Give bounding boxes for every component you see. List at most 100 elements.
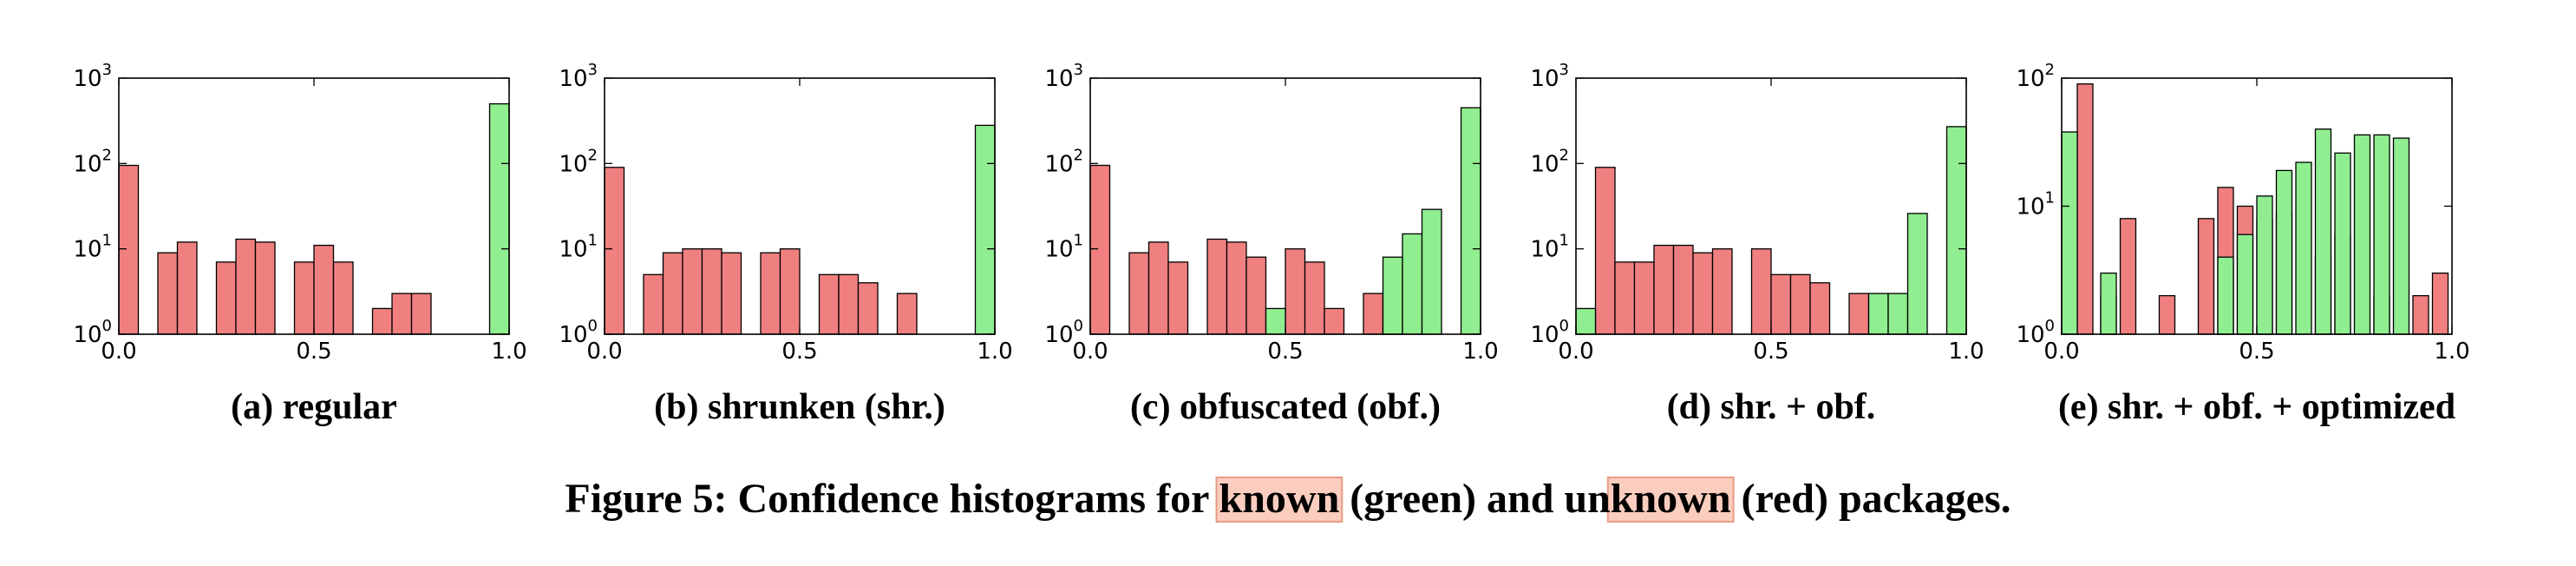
panel-caption: (c) obfuscated (obf.) bbox=[1130, 387, 1441, 427]
y-tick-exponent: 0 bbox=[102, 317, 112, 335]
unknown-bar bbox=[1089, 164, 1111, 335]
panel-caption: (a) regular bbox=[231, 387, 397, 427]
y-tick-exponent: 2 bbox=[2045, 61, 2055, 79]
known-bar bbox=[1265, 307, 1286, 335]
y-tick-base: 10 bbox=[1530, 66, 1559, 92]
unknown-bar bbox=[1246, 256, 1267, 335]
y-tick-exponent: 3 bbox=[102, 61, 112, 79]
y-tick-label: 102 bbox=[559, 146, 598, 177]
y-tick-exponent: 2 bbox=[1074, 146, 1083, 164]
y-tick-label: 100 bbox=[1044, 317, 1083, 348]
known-bar bbox=[1867, 293, 1889, 335]
known-bar bbox=[1575, 307, 1597, 335]
known-highlight bbox=[1215, 477, 1344, 523]
y-tick-base: 10 bbox=[1530, 237, 1559, 263]
unknown-bar bbox=[1770, 273, 1792, 335]
y-tick-label: 102 bbox=[1530, 146, 1569, 177]
y-tick-label: 100 bbox=[559, 317, 598, 348]
y-tick-exponent: 2 bbox=[1559, 146, 1569, 164]
y-tick-label: 103 bbox=[1044, 61, 1083, 92]
known-bar bbox=[2373, 134, 2390, 335]
x-tick-label: 1.0 bbox=[1948, 339, 1984, 365]
unknown-bar bbox=[215, 261, 237, 335]
y-tick-exponent: 2 bbox=[102, 146, 112, 164]
y-tick-base: 10 bbox=[2016, 66, 2044, 92]
y-tick-base: 10 bbox=[1530, 322, 1559, 348]
unknown-bar bbox=[779, 248, 801, 335]
unknown-bar bbox=[2431, 272, 2449, 335]
caption-suffix: (red) packages. bbox=[1731, 476, 2011, 522]
y-tick-base: 10 bbox=[1044, 66, 1073, 92]
unknown-bar bbox=[1594, 167, 1616, 335]
y-tick-base: 10 bbox=[1530, 151, 1559, 177]
unknown-bar bbox=[2412, 294, 2429, 335]
unknown-bar bbox=[293, 261, 315, 335]
known-bar bbox=[2353, 134, 2371, 335]
known-bar bbox=[1402, 233, 1423, 335]
unknown-bar bbox=[818, 273, 840, 335]
y-tick-exponent: 3 bbox=[588, 61, 598, 79]
known-bar bbox=[2217, 256, 2234, 335]
unknown-bar bbox=[1633, 261, 1655, 335]
y-tick-label: 102 bbox=[2016, 61, 2055, 92]
unknown-bar bbox=[857, 282, 879, 335]
caption-mid: (green) and un bbox=[1339, 476, 1611, 522]
unknown-bar bbox=[1672, 244, 1694, 335]
y-tick-exponent: 1 bbox=[588, 232, 598, 250]
unknown-bar bbox=[1285, 248, 1306, 335]
unknown-bar bbox=[1809, 282, 1831, 335]
unknown-bar bbox=[2076, 83, 2094, 335]
known-bar bbox=[2275, 169, 2293, 335]
panel-caption: (e) shr. + obf. + optimized bbox=[2058, 387, 2455, 427]
known-bar bbox=[2392, 137, 2410, 335]
unknown-bar bbox=[313, 244, 335, 335]
y-tick-exponent: 0 bbox=[1074, 317, 1083, 335]
y-tick-label: 102 bbox=[73, 146, 112, 177]
unknown-bar bbox=[1206, 238, 1228, 335]
y-tick-label: 101 bbox=[2016, 189, 2055, 220]
y-tick-exponent: 1 bbox=[102, 232, 112, 250]
unknown-bar bbox=[176, 241, 198, 335]
caption-known: known bbox=[1219, 476, 1340, 522]
y-tick-label: 100 bbox=[73, 317, 112, 348]
unknown-bar bbox=[1363, 293, 1384, 335]
known-bar bbox=[488, 102, 510, 335]
unknown-bar bbox=[1750, 248, 1772, 335]
known-bar bbox=[2256, 195, 2273, 335]
caption-unknown: known bbox=[1611, 476, 1731, 522]
y-tick-base: 10 bbox=[73, 237, 101, 263]
unknown-bar bbox=[1848, 293, 1870, 335]
panel-caption: (d) shr. + obf. bbox=[1667, 387, 1876, 427]
unknown-bar bbox=[1653, 244, 1675, 335]
x-tick-label: 0.0 bbox=[1558, 339, 1593, 365]
y-tick-exponent: 0 bbox=[588, 317, 598, 335]
unknown-bar bbox=[2197, 218, 2215, 335]
unknown-bar bbox=[1711, 248, 1733, 335]
unknown-bar bbox=[1128, 252, 1150, 335]
y-tick-label: 101 bbox=[73, 232, 112, 263]
x-tick-label: 0.5 bbox=[1753, 339, 1788, 365]
x-tick-label: 1.0 bbox=[491, 339, 526, 365]
y-tick-label: 103 bbox=[559, 61, 598, 92]
caption-highlights bbox=[1215, 477, 1735, 523]
known-bar bbox=[1421, 208, 1442, 335]
known-bar bbox=[2100, 272, 2117, 335]
x-tick-label: 0.5 bbox=[781, 339, 817, 365]
y-tick-base: 10 bbox=[559, 66, 587, 92]
y-tick-base: 10 bbox=[73, 322, 101, 348]
y-tick-exponent: 0 bbox=[2045, 317, 2055, 335]
y-tick-base: 10 bbox=[559, 237, 587, 263]
unknown-bar bbox=[391, 293, 413, 335]
y-tick-base: 10 bbox=[1044, 322, 1073, 348]
x-tick-label: 1.0 bbox=[977, 339, 1012, 365]
unknown-bar bbox=[1304, 261, 1325, 335]
y-tick-base: 10 bbox=[73, 66, 101, 92]
known-bar bbox=[1906, 213, 1928, 335]
known-bar bbox=[2314, 128, 2332, 335]
unknown-bar bbox=[643, 273, 664, 335]
unknown-bar bbox=[1692, 252, 1714, 335]
unknown-bar bbox=[896, 293, 918, 335]
